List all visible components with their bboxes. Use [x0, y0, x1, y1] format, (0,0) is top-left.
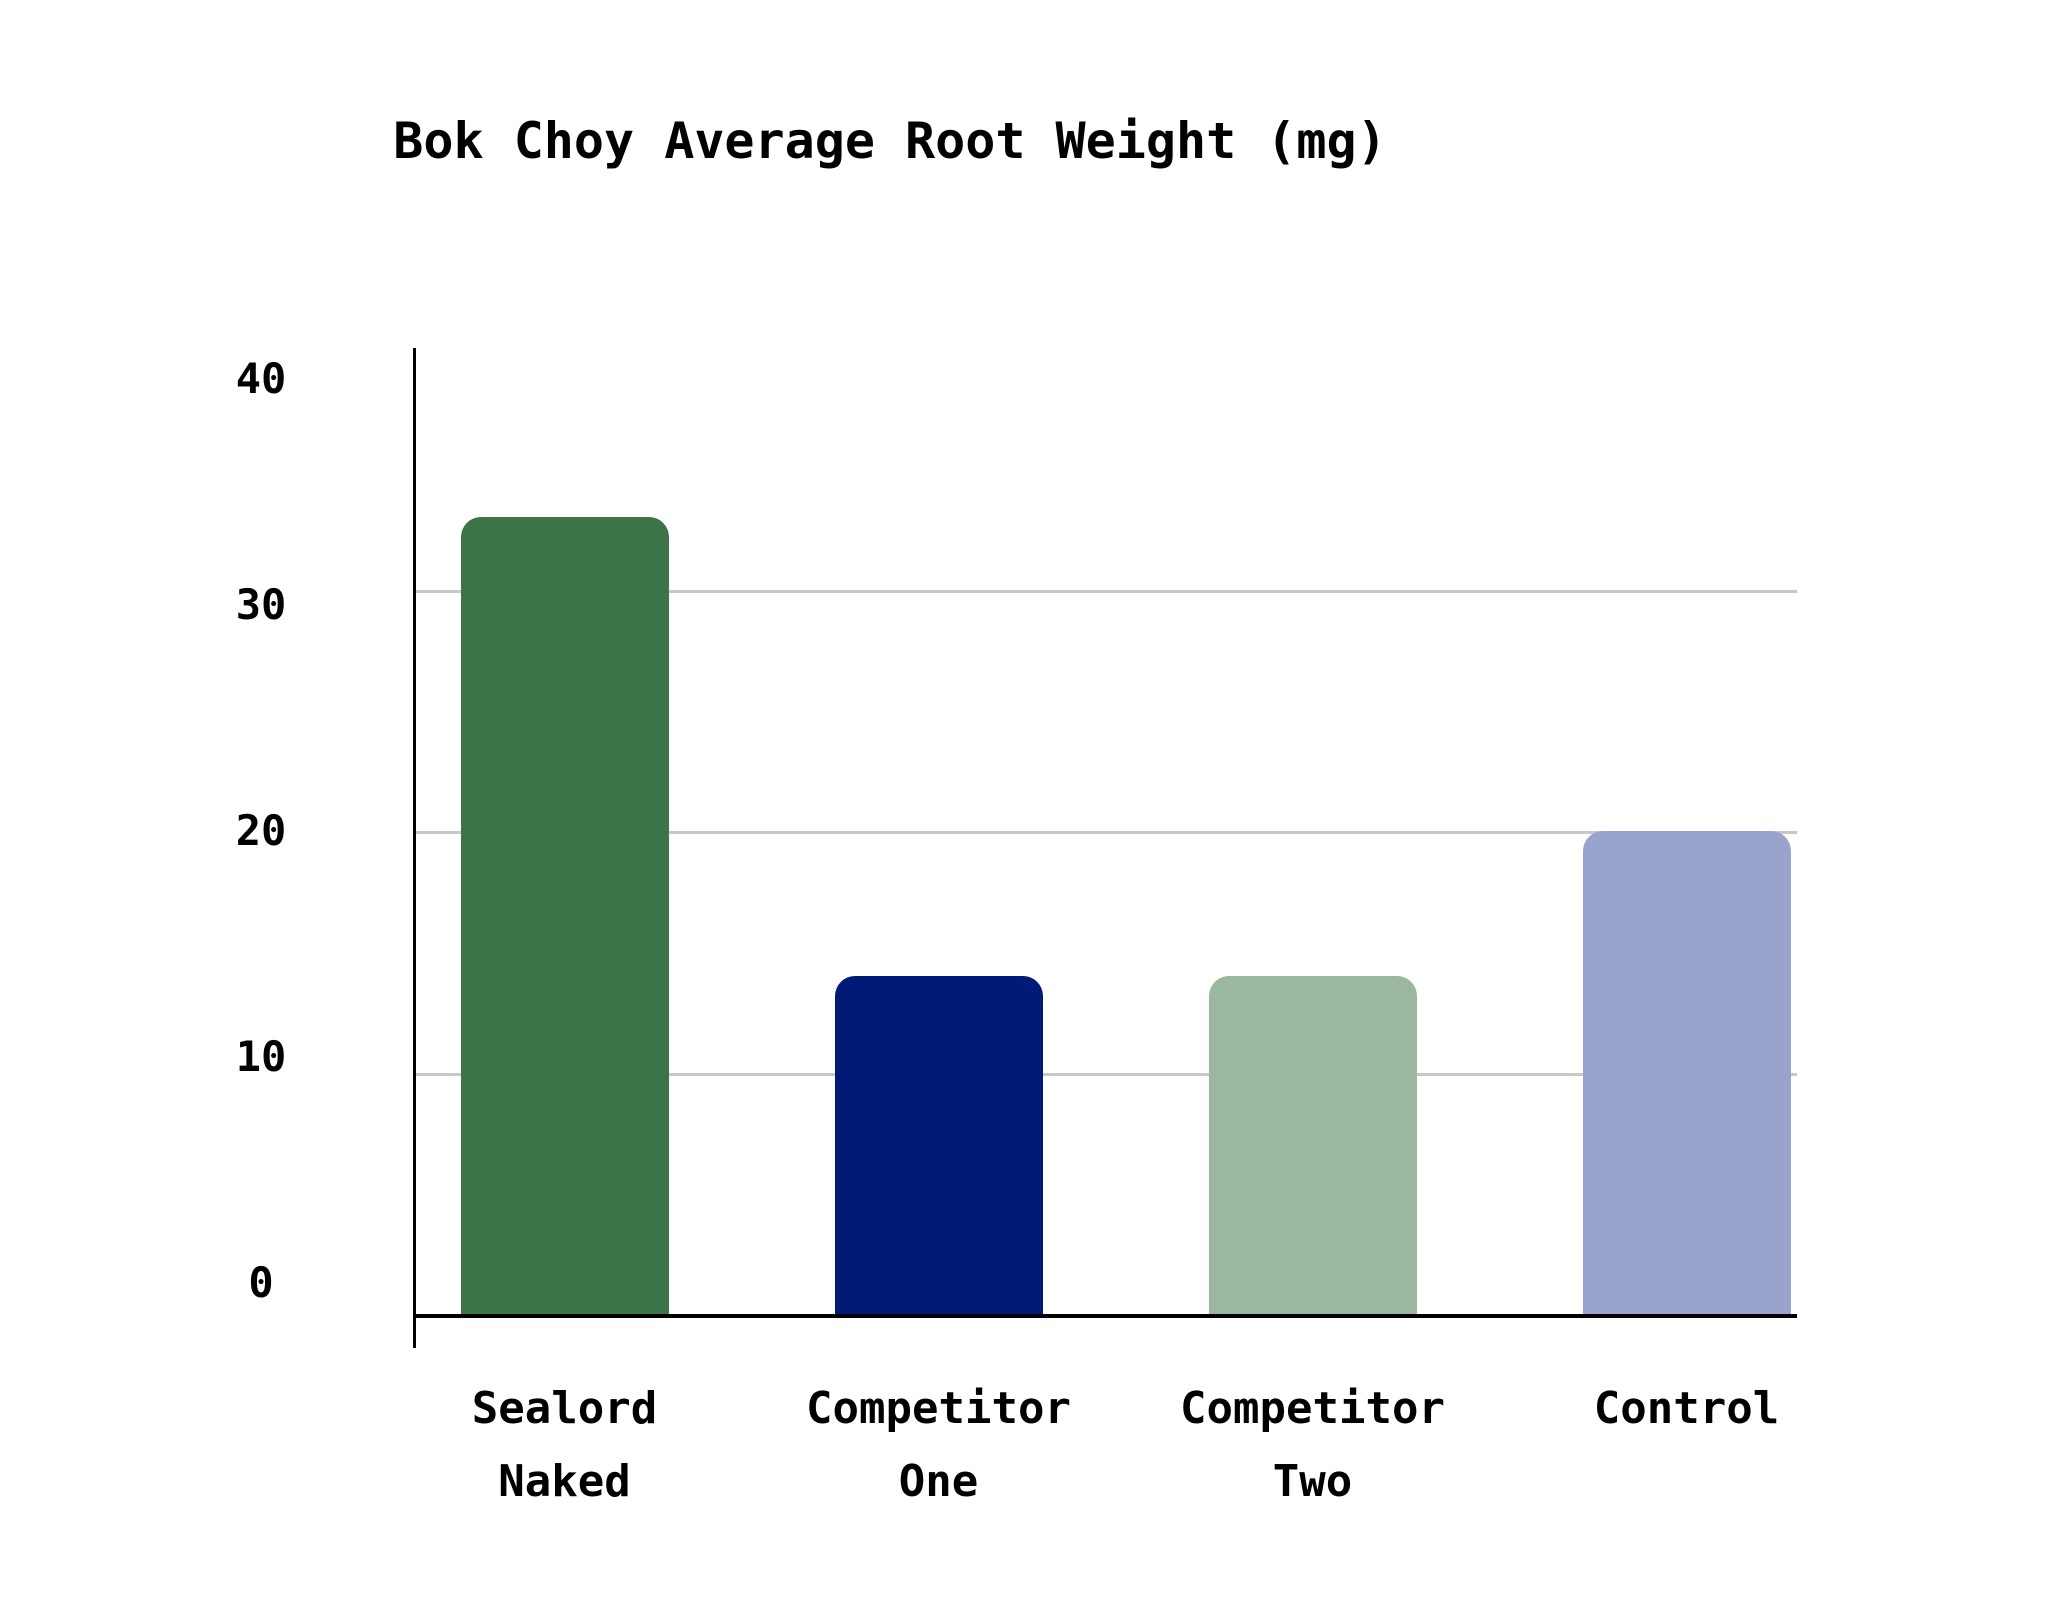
- chart-title: Bok Choy Average Root Weight (mg): [393, 112, 1387, 170]
- y-tick-10: 10: [235, 1032, 287, 1081]
- x-axis-line: [413, 1314, 1797, 1318]
- y-axis-ticks: 0 10 20 30 40: [201, 0, 321, 1604]
- gridline-30: [413, 589, 1797, 593]
- y-tick-0: 0: [248, 1258, 274, 1307]
- gridline-20: [413, 831, 1797, 834]
- x-label-sealord-naked: Sealord Naked: [471, 1383, 658, 1507]
- bar-competitor-one: [834, 975, 1043, 1314]
- x-axis-labels: Sealord Naked Competitor One Competitor Tw…: [0, 1372, 2048, 1532]
- bar-control: [1582, 831, 1791, 1314]
- plot-area: [413, 348, 1797, 1314]
- x-label-competitor-two: Competitor Two: [1180, 1383, 1445, 1507]
- y-tick-40: 40: [235, 354, 287, 403]
- y-tick-30: 30: [235, 580, 287, 629]
- x-label-control: Control: [1593, 1383, 1780, 1434]
- bar-sealord-naked: [460, 517, 669, 1314]
- x-label-competitor-one: Competitor One: [806, 1383, 1071, 1507]
- y-tick-20: 20: [235, 806, 287, 855]
- bar-competitor-two: [1208, 975, 1417, 1314]
- y-axis-line: [413, 348, 416, 1348]
- gridline-10: [413, 1072, 1797, 1076]
